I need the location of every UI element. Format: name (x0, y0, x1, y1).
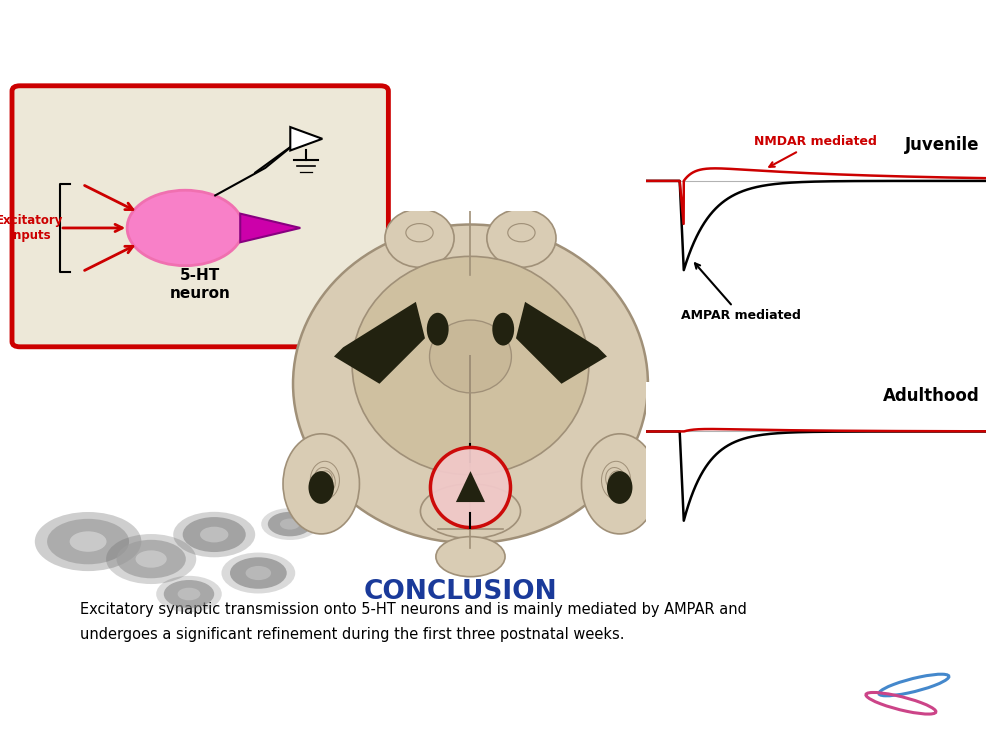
Ellipse shape (429, 320, 512, 393)
Circle shape (177, 588, 200, 600)
Circle shape (182, 517, 246, 552)
Ellipse shape (352, 256, 589, 475)
Ellipse shape (420, 484, 521, 538)
Text: american
physiological
society¹: american physiological society¹ (863, 729, 922, 752)
Ellipse shape (435, 537, 506, 577)
Circle shape (70, 532, 106, 552)
Text: AMPAR mediated: AMPAR mediated (681, 263, 801, 323)
Text: JNP: JNP (12, 665, 157, 738)
Ellipse shape (283, 434, 359, 534)
Circle shape (261, 508, 318, 540)
Circle shape (164, 580, 214, 608)
Ellipse shape (607, 471, 633, 504)
Bar (0, 0, 1001, 68)
Ellipse shape (582, 434, 658, 534)
Circle shape (230, 557, 286, 589)
Ellipse shape (293, 225, 648, 543)
Text: Excitatory
inputs: Excitatory inputs (0, 214, 64, 242)
Circle shape (280, 519, 300, 529)
Circle shape (245, 566, 271, 580)
Text: NEUROPHYSIOLOGY.  © 2024: NEUROPHYSIOLOGY. © 2024 (215, 713, 507, 730)
Circle shape (47, 519, 129, 564)
Ellipse shape (492, 313, 515, 345)
Circle shape (35, 512, 141, 571)
Polygon shape (334, 302, 425, 384)
Ellipse shape (426, 313, 448, 345)
Circle shape (200, 526, 228, 542)
Circle shape (106, 534, 196, 584)
Text: Juvenile: Juvenile (905, 136, 979, 154)
Text: JOURNAL OF: JOURNAL OF (215, 673, 359, 693)
Polygon shape (290, 127, 322, 150)
Circle shape (127, 190, 243, 265)
Ellipse shape (308, 471, 334, 504)
Polygon shape (455, 471, 485, 502)
Ellipse shape (385, 209, 454, 267)
Text: 5-HT
neuron: 5-HT neuron (170, 268, 230, 301)
Text: Excitatory synaptic transmission onto 5-HT neurons and is mainly mediated by AMP: Excitatory synaptic transmission onto 5-… (80, 602, 747, 641)
Circle shape (135, 550, 167, 568)
Polygon shape (516, 302, 607, 384)
Circle shape (268, 512, 312, 536)
Circle shape (116, 540, 186, 578)
Text: Adulthood: Adulthood (883, 387, 979, 405)
Polygon shape (240, 214, 300, 242)
Circle shape (430, 447, 511, 528)
Circle shape (156, 576, 222, 612)
Circle shape (221, 553, 295, 593)
FancyBboxPatch shape (12, 86, 388, 347)
Text: CONCLUSION: CONCLUSION (363, 579, 558, 605)
Circle shape (173, 512, 255, 557)
Text: NMDAR mediated: NMDAR mediated (755, 135, 877, 167)
Ellipse shape (486, 209, 556, 267)
